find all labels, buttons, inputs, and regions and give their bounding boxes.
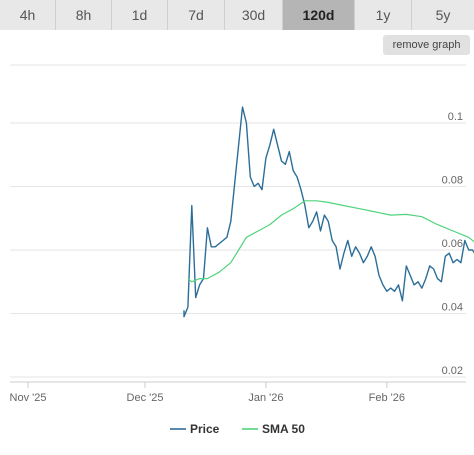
series-layer <box>183 106 474 318</box>
price-line <box>183 106 474 318</box>
grid-lines <box>10 64 466 378</box>
x-tick-label: Dec '25 <box>127 392 164 404</box>
y-tick-label: 0.02 <box>442 365 463 377</box>
tab-1y[interactable]: 1y <box>355 0 412 30</box>
time-range-tabs: 4h 8h 1d 7d 30d 120d 1y 5y <box>0 0 474 30</box>
remove-graph-button[interactable]: remove graph <box>383 35 470 55</box>
legend: Price SMA 50 <box>170 422 305 436</box>
tab-1d[interactable]: 1d <box>112 0 168 30</box>
tab-30d[interactable]: 30d <box>225 0 283 30</box>
x-tick-label: Nov '25 <box>10 392 47 404</box>
y-tick-label: 0.08 <box>442 175 463 187</box>
legend-item-sma-50[interactable]: SMA 50 <box>262 422 305 436</box>
sma-50-line <box>187 200 474 283</box>
y-tick-label: 0.1 <box>448 111 463 123</box>
tab-7d[interactable]: 7d <box>168 0 225 30</box>
tab-8h[interactable]: 8h <box>56 0 112 30</box>
y-tick-label: 0.04 <box>442 302 463 314</box>
x-axis-ticks: Nov '25 Dec '25 Jan '26 Feb '26 <box>10 381 466 404</box>
x-tick-label: Jan '26 <box>248 392 283 404</box>
y-tick-label: 0.06 <box>442 238 463 250</box>
tab-120d[interactable]: 120d <box>283 0 355 30</box>
y-axis-ticks: 0.02 0.04 0.06 0.08 0.1 <box>442 111 463 377</box>
x-tick-label: Feb '26 <box>369 392 405 404</box>
legend-item-price[interactable]: Price <box>190 422 220 436</box>
tab-5y[interactable]: 5y <box>412 0 474 30</box>
tab-4h[interactable]: 4h <box>0 0 56 30</box>
